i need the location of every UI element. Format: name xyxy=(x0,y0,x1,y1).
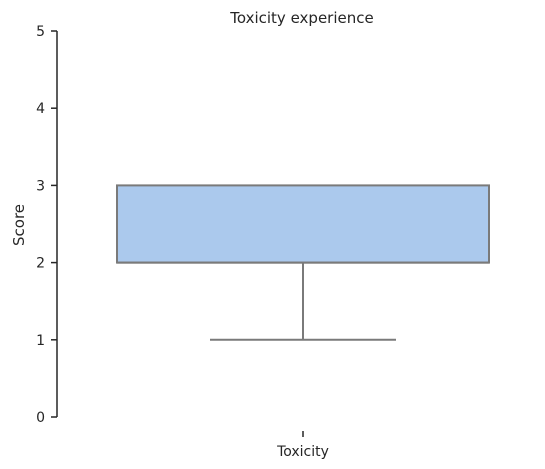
x-tick-label-Toxicity: Toxicity xyxy=(276,444,329,460)
y-tick-label-5: 5 xyxy=(36,24,45,40)
y-tick-label-0: 0 xyxy=(36,410,45,426)
box-Toxicity xyxy=(116,184,490,264)
y-tick-label-3: 3 xyxy=(36,178,45,194)
y-tick-label-2: 2 xyxy=(36,256,45,272)
y-tick-label-4: 4 xyxy=(36,101,45,117)
plot-area: 0 1 2 3 4 5 Toxicity xyxy=(36,24,490,460)
chart-title: Toxicity experience xyxy=(229,9,373,27)
y-axis-label: Score xyxy=(10,204,28,246)
y-tick-label-1: 1 xyxy=(36,333,45,349)
